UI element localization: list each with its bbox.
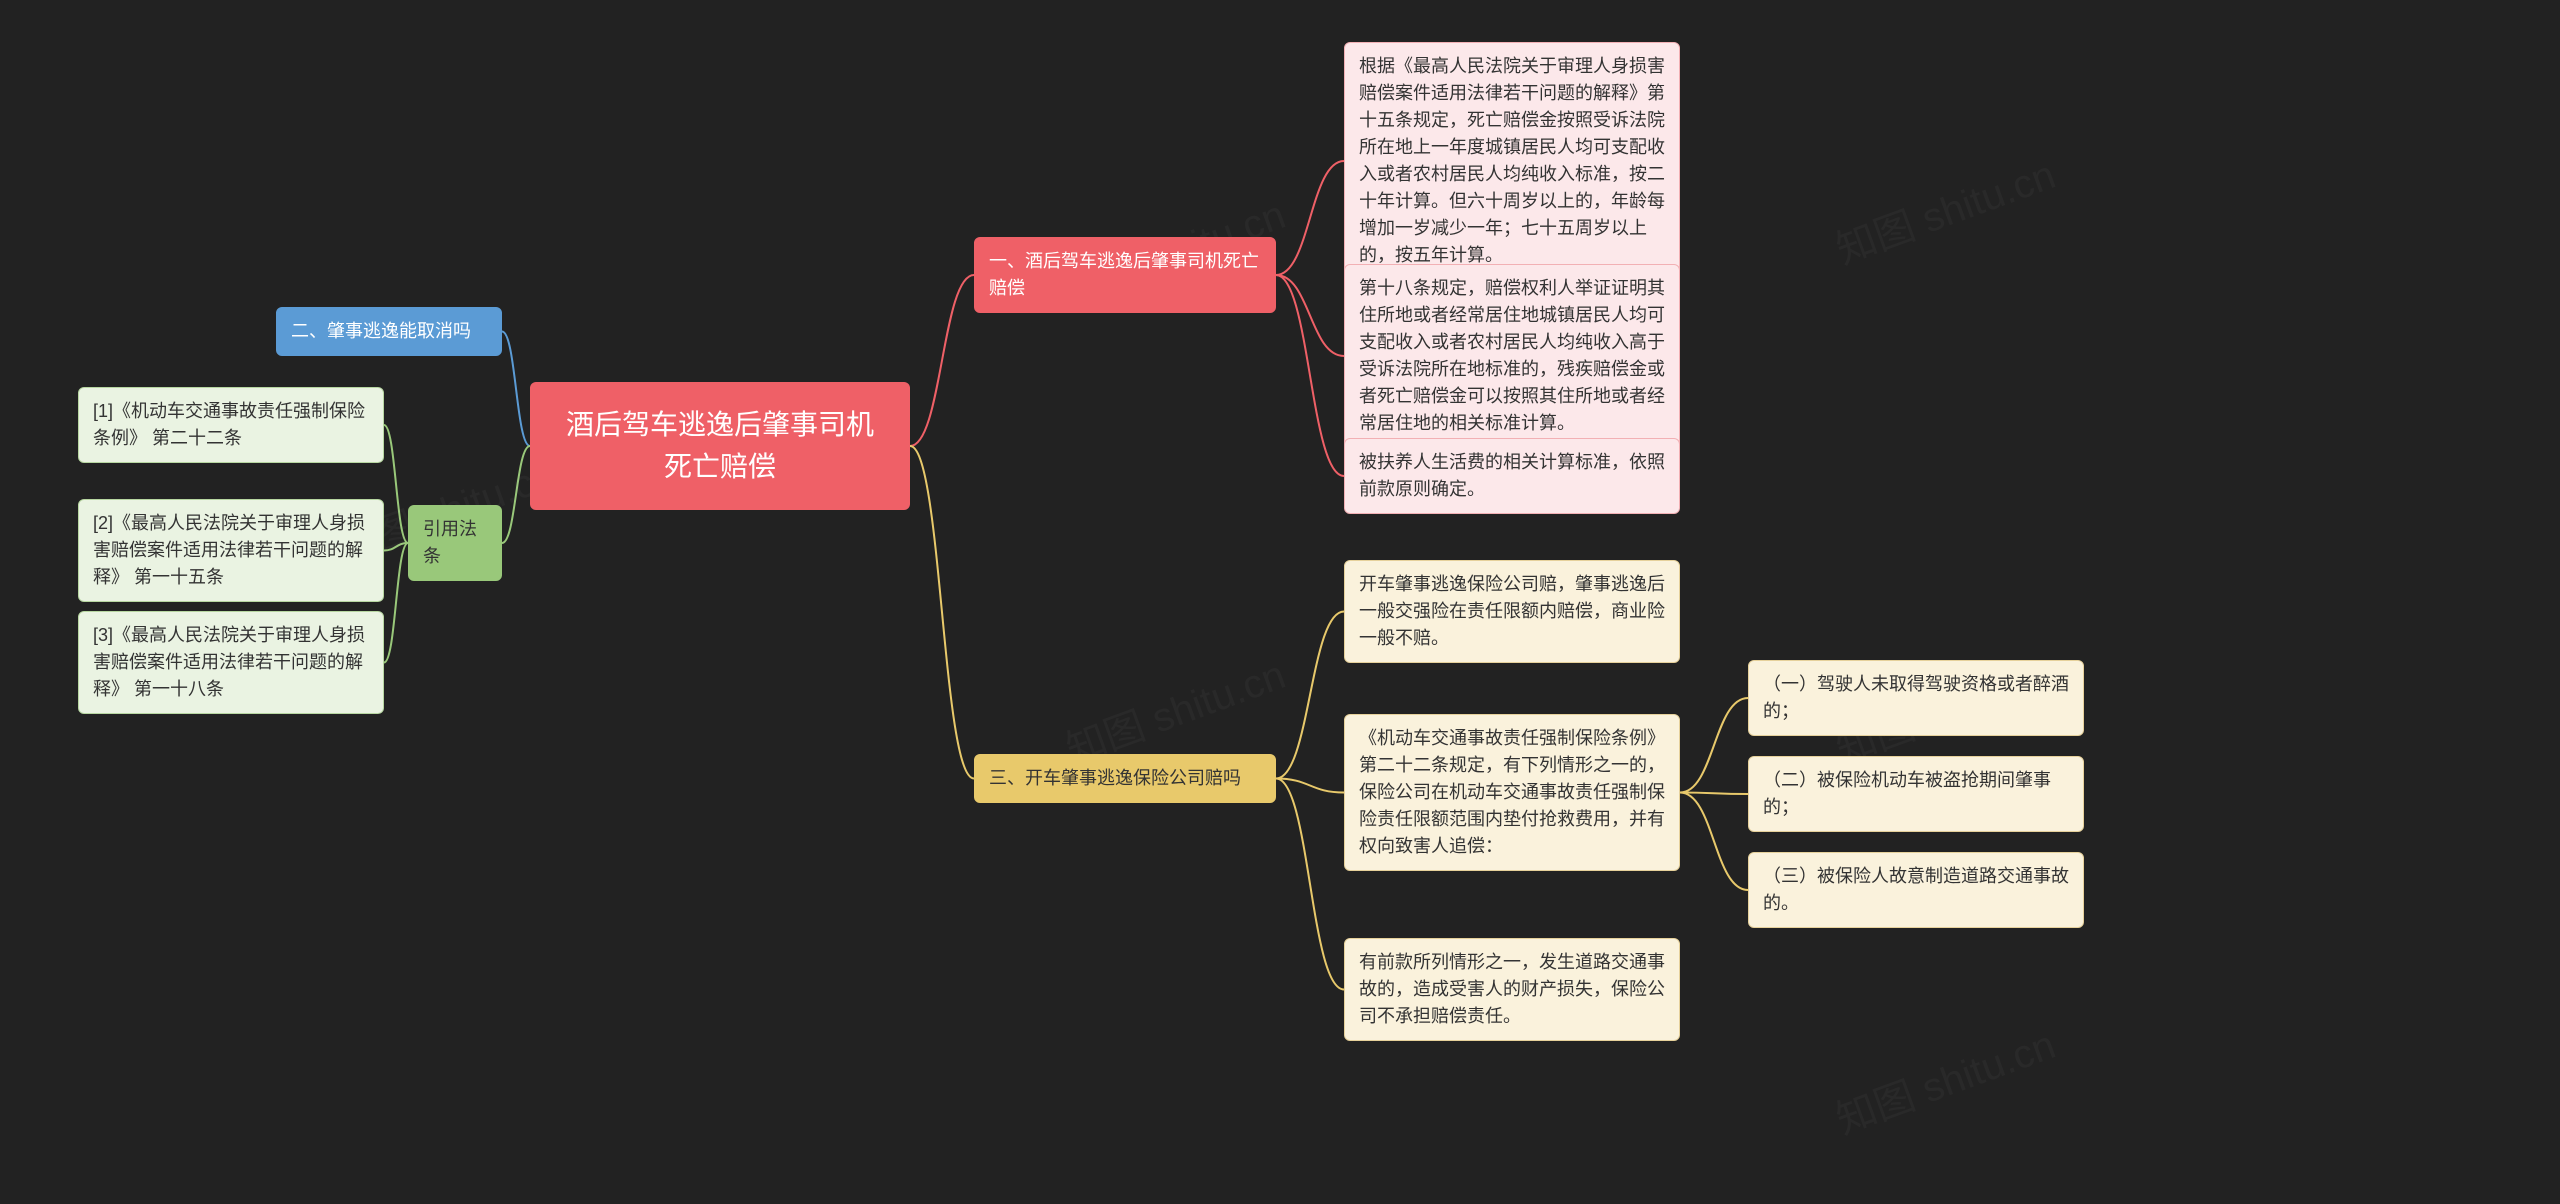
c1: [1]《机动车交通事故责任强制保险条例》 第二十二条: [78, 387, 384, 463]
r3a: 开车肇事逃逸保险公司赔，肇事逃逸后一般交强险在责任限额内赔偿，商业险一般不赔。: [1344, 560, 1680, 663]
connector: [502, 446, 530, 543]
connector: [1680, 793, 1748, 891]
connector: [1276, 779, 1344, 990]
connector: [384, 543, 408, 551]
connector: [1276, 275, 1344, 476]
nCite: 引用法条: [408, 505, 502, 581]
connector: [910, 446, 974, 779]
connector: [1680, 698, 1748, 793]
r3c: 有前款所列情形之一，发生道路交通事故的，造成受害人的财产损失，保险公司不承担赔偿…: [1344, 938, 1680, 1041]
r3b2: （二）被保险机动车被盗抢期间肇事的；: [1748, 756, 2084, 832]
connector: [910, 275, 974, 446]
connector: [1276, 612, 1344, 779]
connector: [1276, 161, 1344, 275]
watermark: 知图 shitu.cn: [1827, 1013, 2062, 1146]
r3b1: （一）驾驶人未取得驾驶资格或者醉酒的；: [1748, 660, 2084, 736]
watermark: 知图 shitu.cn: [1827, 143, 2062, 276]
connector: [502, 332, 530, 447]
r1: 一、酒后驾车逃逸后肇事司机死亡赔偿: [974, 237, 1276, 313]
r3: 三、开车肇事逃逸保险公司赔吗: [974, 754, 1276, 803]
c3: [3]《最高人民法院关于审理人身损害赔偿案件适用法律若干问题的解释》 第一十八条: [78, 611, 384, 714]
r3b3: （三）被保险人故意制造道路交通事故的。: [1748, 852, 2084, 928]
connector: [1276, 779, 1344, 793]
connector: [1276, 275, 1344, 356]
connector: [384, 543, 408, 663]
node: 酒后驾车逃逸后肇事司机死亡赔偿: [530, 382, 910, 510]
r1a: 根据《最高人民法院关于审理人身损害赔偿案件适用法律若干问题的解释》第十五条规定，…: [1344, 42, 1680, 280]
r1b: 第十八条规定，赔偿权利人举证证明其住所地或者经常居住地城镇居民人均可支配收入或者…: [1344, 264, 1680, 448]
r3b: 《机动车交通事故责任强制保险条例》第二十二条规定，有下列情形之一的，保险公司在机…: [1344, 714, 1680, 871]
connector-layer: [0, 0, 2560, 1204]
connector: [384, 425, 408, 543]
c2: [2]《最高人民法院关于审理人身损害赔偿案件适用法律若干问题的解释》 第一十五条: [78, 499, 384, 602]
connector: [1680, 793, 1748, 795]
r1c: 被扶养人生活费的相关计算标准，依照前款原则确定。: [1344, 438, 1680, 514]
n2: 二、肇事逃逸能取消吗: [276, 307, 502, 356]
